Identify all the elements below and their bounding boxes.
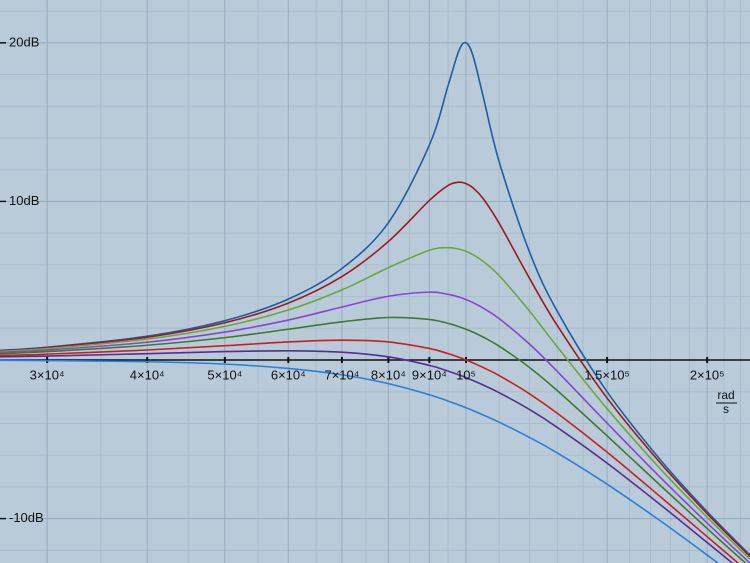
response-curve bbox=[0, 41, 750, 556]
x-tick-label: 9×10⁴ bbox=[412, 367, 447, 382]
x-tick-label: 8×10⁴ bbox=[371, 367, 406, 382]
x-tick-label: 5×10⁴ bbox=[207, 367, 242, 382]
response-curve bbox=[0, 349, 734, 563]
x-tick-label: 1.5×10⁵ bbox=[584, 367, 630, 382]
x-tick-label: 2×10⁵ bbox=[690, 367, 725, 382]
curves bbox=[0, 41, 750, 563]
response-curve bbox=[0, 316, 747, 563]
x-tick-label: 6×10⁴ bbox=[271, 367, 306, 382]
x-unit-numerator: rad bbox=[717, 388, 734, 402]
labels: rad s 3×10⁴ 4×10⁴ 5×10⁴ 6×10⁴ 7×10⁴ 8×10⁴ 9×10… bbox=[9, 34, 737, 525]
response-curve bbox=[0, 291, 750, 563]
x-tick-label: 4×10⁴ bbox=[130, 367, 165, 382]
response-curve bbox=[0, 181, 750, 558]
x-tick-label: 3×10⁴ bbox=[30, 367, 65, 382]
x-tick-label: 10⁵ bbox=[456, 367, 476, 382]
y-tick-label: 10dB bbox=[9, 193, 39, 208]
x-tick-label: 7×10⁴ bbox=[324, 367, 359, 382]
x-unit-denominator: s bbox=[723, 402, 729, 416]
response-curve bbox=[0, 339, 740, 563]
y-tick-label: -10dB bbox=[9, 510, 44, 525]
response-curve bbox=[0, 359, 720, 563]
y-tick-label: 20dB bbox=[9, 34, 39, 49]
response-curve bbox=[0, 246, 750, 560]
